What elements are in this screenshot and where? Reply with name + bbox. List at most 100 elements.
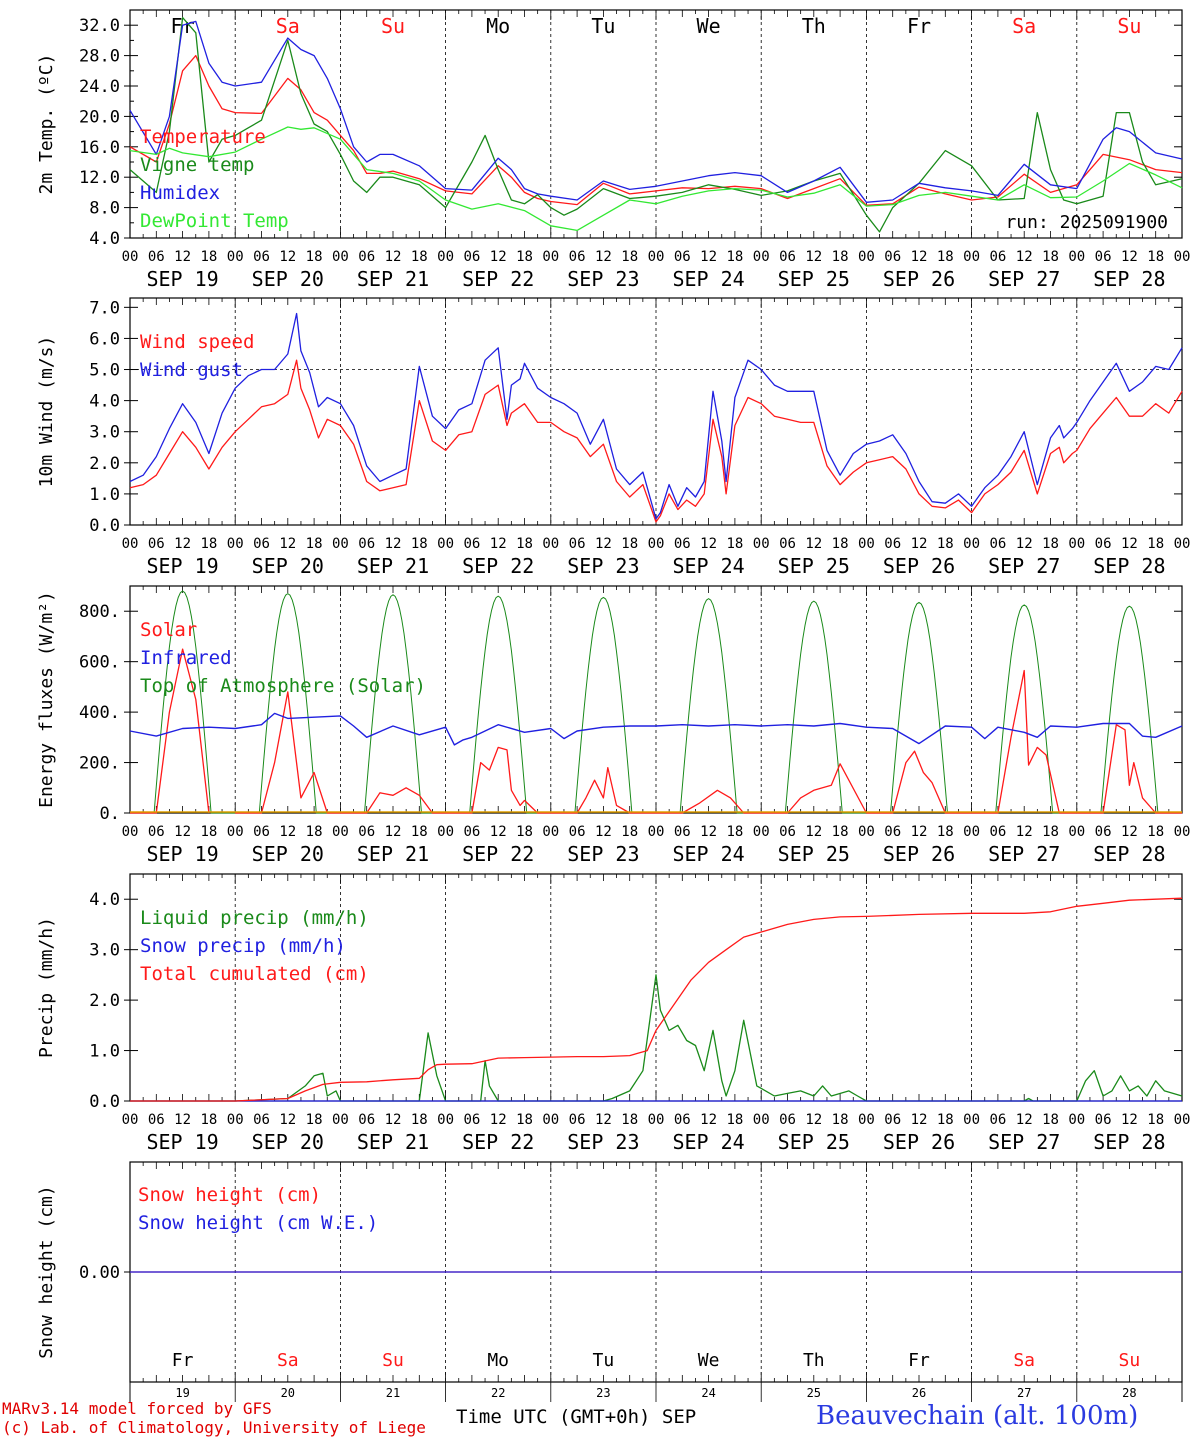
hour-label: 06 — [1095, 1112, 1112, 1128]
hour-label: 00 — [542, 536, 559, 552]
date-label: SEP 27 — [988, 842, 1060, 866]
hour-label: 12 — [279, 824, 296, 840]
y-tick-label: 7.0 — [89, 298, 120, 318]
hour-label: 18 — [621, 824, 638, 840]
hour-label: 12 — [1121, 536, 1138, 552]
legend-entry: Humidex — [140, 182, 220, 204]
date-label: SEP 26 — [883, 1130, 955, 1154]
weekday-label: Fr — [908, 1350, 930, 1371]
legend-entry: Snow height (cm) — [138, 1184, 321, 1206]
y-tick-label: 4.0 — [89, 392, 120, 412]
weekday-label: Sa — [1012, 14, 1036, 38]
weekday-label: Sa — [276, 14, 300, 38]
toa-solar-curve — [971, 604, 1077, 814]
hour-label: 18 — [516, 249, 533, 265]
hour-label: 00 — [963, 824, 980, 840]
hour-label: 06 — [989, 1112, 1006, 1128]
date-label: SEP 28 — [1093, 554, 1165, 578]
x-axis-month: SEP — [661, 1406, 697, 1428]
hour-label: 18 — [1147, 824, 1164, 840]
hour-label: 00 — [332, 824, 349, 840]
panel-wind: 0.0 1.0 2.0 3.0 4.0 5.0 6.0 7.0 10m Wind (m/s) 00… — [36, 297, 1190, 578]
y-tick-label: 400. — [79, 703, 120, 723]
hour-label: 06 — [148, 536, 165, 552]
y-tick-label: 32.0 — [79, 16, 120, 36]
hour-label: 06 — [1095, 824, 1112, 840]
hour-label: 18 — [1042, 1112, 1059, 1128]
series-dewpoint-temp — [129, 126, 1183, 232]
hour-label: 18 — [726, 1112, 743, 1128]
hour-label: 18 — [621, 1112, 638, 1128]
toa-solar-curve — [761, 600, 867, 814]
weekday-label: Su — [1119, 1350, 1141, 1371]
hour-label: 18 — [200, 824, 217, 840]
date-label: SEP 19 — [146, 842, 218, 866]
hour-label: 18 — [411, 824, 428, 840]
hour-label: 12 — [279, 536, 296, 552]
date-label: SEP 21 — [357, 267, 429, 291]
hour-label: 18 — [937, 824, 954, 840]
hour-label: 12 — [385, 249, 402, 265]
model-credit: MARv3.14 model forced by GFS (c) Lab. of… — [2, 1399, 426, 1437]
solar-curve — [971, 669, 1077, 814]
legend-entry: DewPoint Temp — [140, 210, 289, 232]
hour-label: 18 — [306, 249, 323, 265]
hour-label: 12 — [174, 824, 191, 840]
hour-label: 12 — [490, 536, 507, 552]
hour-label: 18 — [411, 1112, 428, 1128]
hour-label: 18 — [200, 249, 217, 265]
hour-label: 12 — [1016, 1112, 1033, 1128]
hour-label: 12 — [805, 249, 822, 265]
date-label: SEP 21 — [357, 842, 429, 866]
hour-label: 00 — [858, 1112, 875, 1128]
hour-label: 18 — [200, 1112, 217, 1128]
panel-snow: 0.00 Snow height (cm) Fr 19 Sa 20 Su 21 Mo 22 Tu 23… — [36, 1161, 1183, 1402]
date-label: SEP 22 — [462, 554, 534, 578]
legend-entry: Vigne temp — [140, 154, 254, 176]
hour-label: 06 — [463, 1112, 480, 1128]
x-axis-title-text: Time UTC (GMT+0h) — [456, 1406, 651, 1428]
y-tick-label: 28.0 — [79, 47, 120, 67]
hour-label: 06 — [569, 824, 586, 840]
hour-label: 00 — [542, 824, 559, 840]
legend-entry: Liquid precip (mm/h) — [140, 907, 369, 929]
hour-label: 06 — [1095, 249, 1112, 265]
hour-label: 06 — [463, 536, 480, 552]
legend-entry: Wind speed — [140, 331, 254, 353]
hour-label: 18 — [1147, 536, 1164, 552]
y-tick-label: 0. — [100, 804, 120, 824]
y-tick-label: 16.0 — [79, 138, 120, 158]
legend-entry: Temperature — [140, 126, 266, 148]
solar-curve — [866, 750, 972, 814]
hour-label: 00 — [753, 536, 770, 552]
weekday-label: Mo — [486, 14, 510, 38]
hour-label: 06 — [884, 1112, 901, 1128]
hour-label: 00 — [437, 536, 454, 552]
hour-label: 12 — [174, 1112, 191, 1128]
hour-label: 06 — [989, 824, 1006, 840]
hour-label: 00 — [648, 1112, 665, 1128]
date-label: SEP 22 — [462, 267, 534, 291]
date-label: SEP 28 — [1093, 1130, 1165, 1154]
hour-label: 12 — [385, 824, 402, 840]
hour-label: 12 — [700, 1112, 717, 1128]
date-label: SEP 19 — [146, 1130, 218, 1154]
hour-label: 06 — [989, 536, 1006, 552]
y-axis-title: Snow height (cm) — [36, 1185, 57, 1358]
hour-label: 18 — [832, 824, 849, 840]
hour-label: 00 — [332, 249, 349, 265]
date-label: SEP 23 — [567, 267, 639, 291]
hour-label: 06 — [779, 1112, 796, 1128]
hour-label: 00 — [648, 249, 665, 265]
hour-label: 12 — [911, 1112, 928, 1128]
infrared-curve — [129, 712, 1183, 746]
hour-label: 12 — [700, 536, 717, 552]
series-vigne-temp — [129, 16, 1183, 233]
hour-label: 06 — [779, 249, 796, 265]
hour-label: 06 — [463, 249, 480, 265]
hour-label: 06 — [358, 824, 375, 840]
legend-entry: Snow precip (mm/h) — [140, 935, 346, 957]
hour-label: 06 — [358, 249, 375, 265]
y-tick-label: 24.0 — [79, 77, 120, 97]
